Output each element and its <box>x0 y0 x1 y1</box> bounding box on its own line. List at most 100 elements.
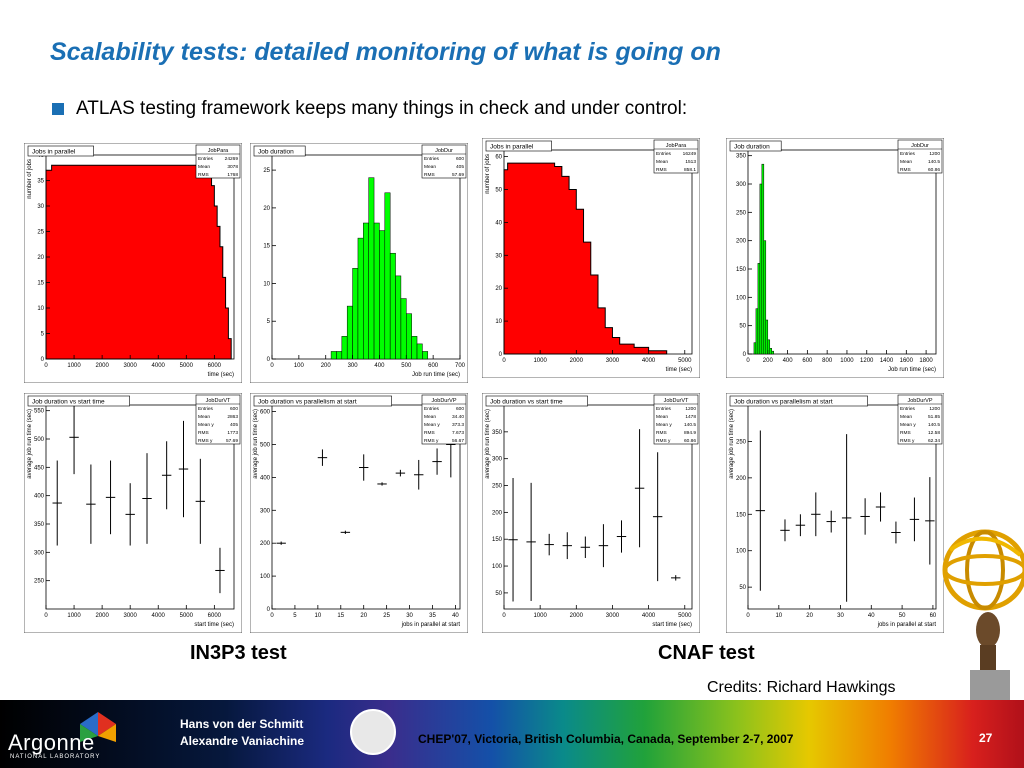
stats-key: Entries <box>900 406 916 412</box>
x-tick-label: 5 <box>293 613 297 619</box>
y-tick-label: 50 <box>495 187 502 193</box>
y-tick-label: 300 <box>736 182 747 188</box>
histogram-bar <box>759 183 763 355</box>
x-tick-label: 60 <box>930 613 937 619</box>
stats-name: JobDurVP <box>431 398 456 404</box>
y-tick-label: 25 <box>37 230 44 236</box>
stats-key: RMS <box>656 167 667 173</box>
x-tick-label: 20 <box>806 613 813 619</box>
y-tick-label: 20 <box>495 286 502 292</box>
chart-cnaf-duration-vs-parallelism: 0 10 20 30 40 50 60 50 100 150 200 250 jobs in paral… <box>726 393 944 633</box>
y-tick-label: 150 <box>736 267 747 273</box>
stats-value: 60.86 <box>684 438 696 444</box>
stats-key: Mean <box>424 414 436 420</box>
histogram-bar <box>406 313 412 360</box>
x-tick-label: 400 <box>374 363 385 369</box>
stats-value: 600 <box>456 406 464 412</box>
y-tick-label: 0 <box>267 357 271 363</box>
x-tick-label: 2000 <box>570 358 584 364</box>
x-tick-label: 0 <box>502 358 506 364</box>
y-tick-label: 20 <box>37 255 44 261</box>
x-tick-label: 300 <box>348 363 359 369</box>
histogram-bar <box>753 342 757 355</box>
y-axis-label: number of jobs <box>27 159 33 199</box>
histogram-bar <box>767 339 771 355</box>
stats-box <box>421 144 467 179</box>
x-tick-label: 10 <box>315 613 322 619</box>
x-tick-label: 4000 <box>642 613 656 619</box>
x-tick-label: 3000 <box>606 358 620 364</box>
y-tick-label: 100 <box>736 549 747 555</box>
x-tick-label: 4000 <box>642 358 656 364</box>
stats-key: Mean <box>424 164 436 170</box>
stats-value: 858.1 <box>684 167 696 173</box>
stats-value: 1200 <box>685 406 696 412</box>
stats-value: 1200 <box>929 406 940 412</box>
stats-key: Entries <box>656 406 672 412</box>
stats-value: 140.5 <box>684 422 696 428</box>
histogram-bar <box>346 305 353 360</box>
chart-title-box <box>729 395 868 407</box>
plot-area <box>747 149 937 355</box>
y-tick-label: 350 <box>736 154 747 160</box>
y-tick-label: 200 <box>492 510 503 516</box>
institute-seal-icon <box>350 709 396 755</box>
stats-value: 16249 <box>683 151 697 157</box>
x-axis-label: jobs in parallel at start <box>877 622 937 628</box>
stats-value: 51.85 <box>928 414 940 420</box>
stats-key: Mean <box>198 414 210 420</box>
y-tick-label: 300 <box>34 550 45 556</box>
stats-key: Entries <box>198 156 214 162</box>
slide-title: Scalability tests: detailed monitoring o… <box>50 38 721 66</box>
histogram-bar <box>368 177 375 360</box>
y-tick-label: 35 <box>37 179 44 185</box>
area-series <box>45 164 232 360</box>
chart-cnaf-jobs-parallel: 0 1000 2000 3000 4000 5000 0 10 20 30 40 50 60 time (… <box>482 138 700 378</box>
x-tick-label: 5000 <box>180 613 194 619</box>
chart-title-box <box>27 145 94 157</box>
y-tick-label: 0 <box>743 352 747 358</box>
atlas-statue-icon <box>942 529 1024 705</box>
area-series <box>503 162 668 355</box>
chart-title-box <box>253 395 392 407</box>
stats-value: 57.69 <box>452 172 464 178</box>
y-tick-label: 30 <box>37 204 44 210</box>
stats-key: RMS <box>656 430 667 436</box>
chart-title-box <box>485 140 552 152</box>
y-tick-label: 10 <box>37 306 44 312</box>
stats-value: 1513 <box>685 159 696 165</box>
stats-key: Mean y <box>424 422 440 428</box>
chart-title: Job duration vs start time <box>32 399 105 406</box>
stats-name: JobDur <box>435 148 453 154</box>
histogram-bar <box>341 336 348 360</box>
stats-value: 60.86 <box>928 167 940 173</box>
stats-key: Mean <box>656 159 668 165</box>
stats-key: Entries <box>656 151 672 157</box>
stats-box <box>421 394 467 445</box>
stats-key: RMS y <box>198 438 213 444</box>
y-tick-label: 300 <box>260 508 271 514</box>
y-tick-label: 350 <box>34 522 45 528</box>
argonne-subtitle: NATIONAL LABORATORY <box>10 754 101 760</box>
chart-title: Job duration vs start time <box>490 399 563 406</box>
x-tick-label: 0 <box>270 613 274 619</box>
histogram-bar <box>395 275 402 360</box>
stats-key: Entries <box>424 406 440 412</box>
chart-cnaf-job-duration: 0 200 400 600 800 1000 1200 1400 1600 1800 0 50 100 1… <box>726 138 944 378</box>
y-tick-label: 0 <box>267 607 271 613</box>
y-tick-label: 10 <box>263 281 270 287</box>
stats-name: JobDurVT <box>206 398 231 404</box>
y-tick-label: 0 <box>499 352 503 358</box>
histogram-bar <box>422 351 429 360</box>
x-tick-label: 1800 <box>919 358 933 364</box>
y-axis-label: average job run time (sec) <box>253 409 259 479</box>
x-tick-label: 200 <box>321 363 332 369</box>
stats-value: 7.673 <box>452 430 464 436</box>
chart-title-box <box>27 395 130 407</box>
footer-bar: Argonne NATIONAL LABORATORY Hans von der… <box>0 700 1024 768</box>
y-tick-label: 200 <box>736 239 747 245</box>
x-tick-label: 5000 <box>678 613 692 619</box>
x-tick-label: 3000 <box>123 363 137 369</box>
x-tick-label: 500 <box>401 363 412 369</box>
x-tick-label: 1000 <box>840 358 854 364</box>
